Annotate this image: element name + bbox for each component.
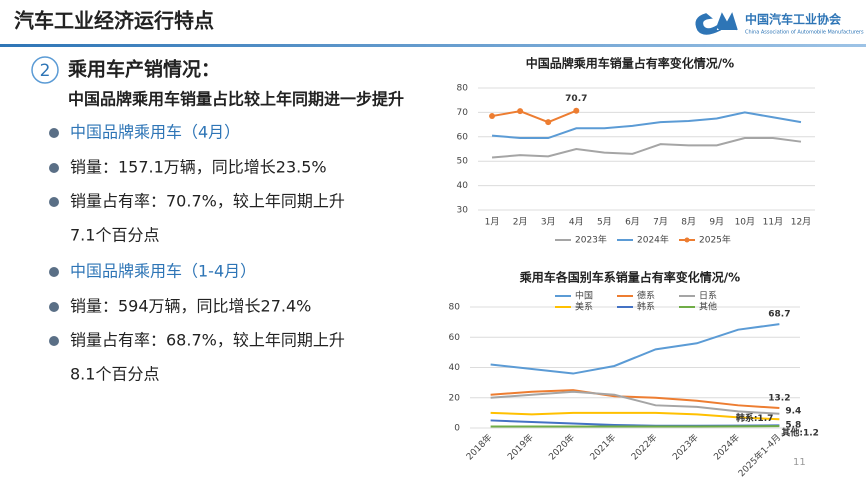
legend-label: 中国 <box>575 290 593 302</box>
logo-mark <box>695 12 738 35</box>
x-tick-label: 12月 <box>791 217 811 228</box>
legend-label: 日系 <box>699 291 717 302</box>
bullet-list: 中国品牌乘用车（4月） 销量：157.1万辆，同比增长23.5% 销量占有率：70.… <box>49 123 345 384</box>
bullet-heading: 中国品牌乘用车（1-4月） <box>70 262 256 281</box>
legend-label: 其他 <box>699 301 717 313</box>
series-line <box>490 389 780 410</box>
y-tick-label: 20 <box>449 393 461 403</box>
data-label: 70.7 <box>565 94 587 104</box>
x-tick-label: 10月 <box>735 217 755 228</box>
legend-label: 德系 <box>637 290 655 302</box>
x-tick-label: 6月 <box>625 217 640 228</box>
section-badge <box>31 56 59 84</box>
header-title: 汽车工业经济运行特点 <box>14 9 214 33</box>
x-tick-label: 3月 <box>541 217 556 228</box>
series-line <box>491 111 802 140</box>
legend-label: 韩系 <box>637 301 655 313</box>
y-tick-label: 80 <box>449 303 461 313</box>
series-line <box>491 137 802 159</box>
y-tick-label: 60 <box>457 132 469 142</box>
y-tick-label: 40 <box>449 363 461 373</box>
x-tick-label: 1月 <box>485 217 500 228</box>
point-marker <box>517 108 524 115</box>
y-tick-label: 0 <box>454 424 460 434</box>
x-tick-label: 11月 <box>763 217 783 228</box>
point-marker <box>489 113 496 120</box>
bullet-heading: 中国品牌乘用车（4月） <box>70 123 240 142</box>
data-label: 其他:1.2 <box>781 427 819 439</box>
bullet-dot <box>49 128 59 138</box>
legend-label: 2024年 <box>637 234 669 246</box>
legend-label: 2023年 <box>575 234 607 246</box>
bullet-dot <box>49 163 59 173</box>
x-tick-label: 9月 <box>709 217 724 228</box>
logo-text: 中国汽车工业协会 <box>745 12 842 27</box>
y-tick-label: 40 <box>457 181 469 191</box>
logo-subtext: China Association of Automobile Manufact… <box>745 30 864 36</box>
bullet-text: 销量占有率：70.7%，较上年同期上升 <box>70 192 345 211</box>
page-number: 11 <box>793 457 806 468</box>
section-title: 乘用车产销情况： <box>67 58 220 81</box>
legend-label: 美系 <box>575 301 593 313</box>
section-subtitle: 中国品牌乘用车销量占比较上年同期进一步提升 <box>68 90 404 109</box>
legend-marker <box>684 237 690 243</box>
x-tick-label: 8月 <box>681 217 696 228</box>
y-tick-label: 30 <box>457 206 469 216</box>
bullet-dot <box>49 302 59 312</box>
data-label: 韩系:1.7 <box>736 412 774 424</box>
series-line <box>490 390 780 415</box>
x-tick-label: 7月 <box>653 217 668 228</box>
series-line <box>491 109 577 124</box>
data-label: 13.2 <box>768 394 790 404</box>
chart-title: 中国品牌乘用车销量占有率变化情况/% <box>526 56 734 71</box>
legend-label: 2025年 <box>699 234 731 246</box>
series-line <box>490 411 780 421</box>
bullet-dot <box>49 197 59 207</box>
bullet-text: 销量：594万辆，同比增长27.4% <box>70 297 311 316</box>
data-label: 5.8 <box>785 421 801 431</box>
x-tick-label: 4月 <box>569 217 584 228</box>
series-line <box>490 323 780 375</box>
chart-title: 乘用车各国别车系销量占有率变化情况/% <box>519 270 740 285</box>
bullet-text: 销量：157.1万辆，同比增长23.5% <box>70 158 327 177</box>
data-label: 9.4 <box>785 406 801 416</box>
bullet-text: 7.1个百分点 <box>70 226 159 245</box>
bullet-dot <box>49 336 59 346</box>
data-label: 68.7 <box>768 310 790 320</box>
bullet-text: 8.1个百分点 <box>70 365 159 384</box>
y-tick-label: 80 <box>457 84 469 94</box>
point-marker <box>573 107 580 114</box>
x-tick-label: 2月 <box>513 217 528 228</box>
x-tick-label: 5月 <box>597 217 612 228</box>
header-rule <box>0 44 866 47</box>
section-number: 2 <box>40 61 51 81</box>
bullet-dot <box>49 267 59 277</box>
y-tick-label: 70 <box>457 108 469 118</box>
y-tick-label: 60 <box>449 333 461 343</box>
point-marker <box>545 119 552 126</box>
y-tick-label: 50 <box>457 157 469 167</box>
bullet-text: 销量占有率：68.7%，较上年同期上升 <box>70 331 345 350</box>
